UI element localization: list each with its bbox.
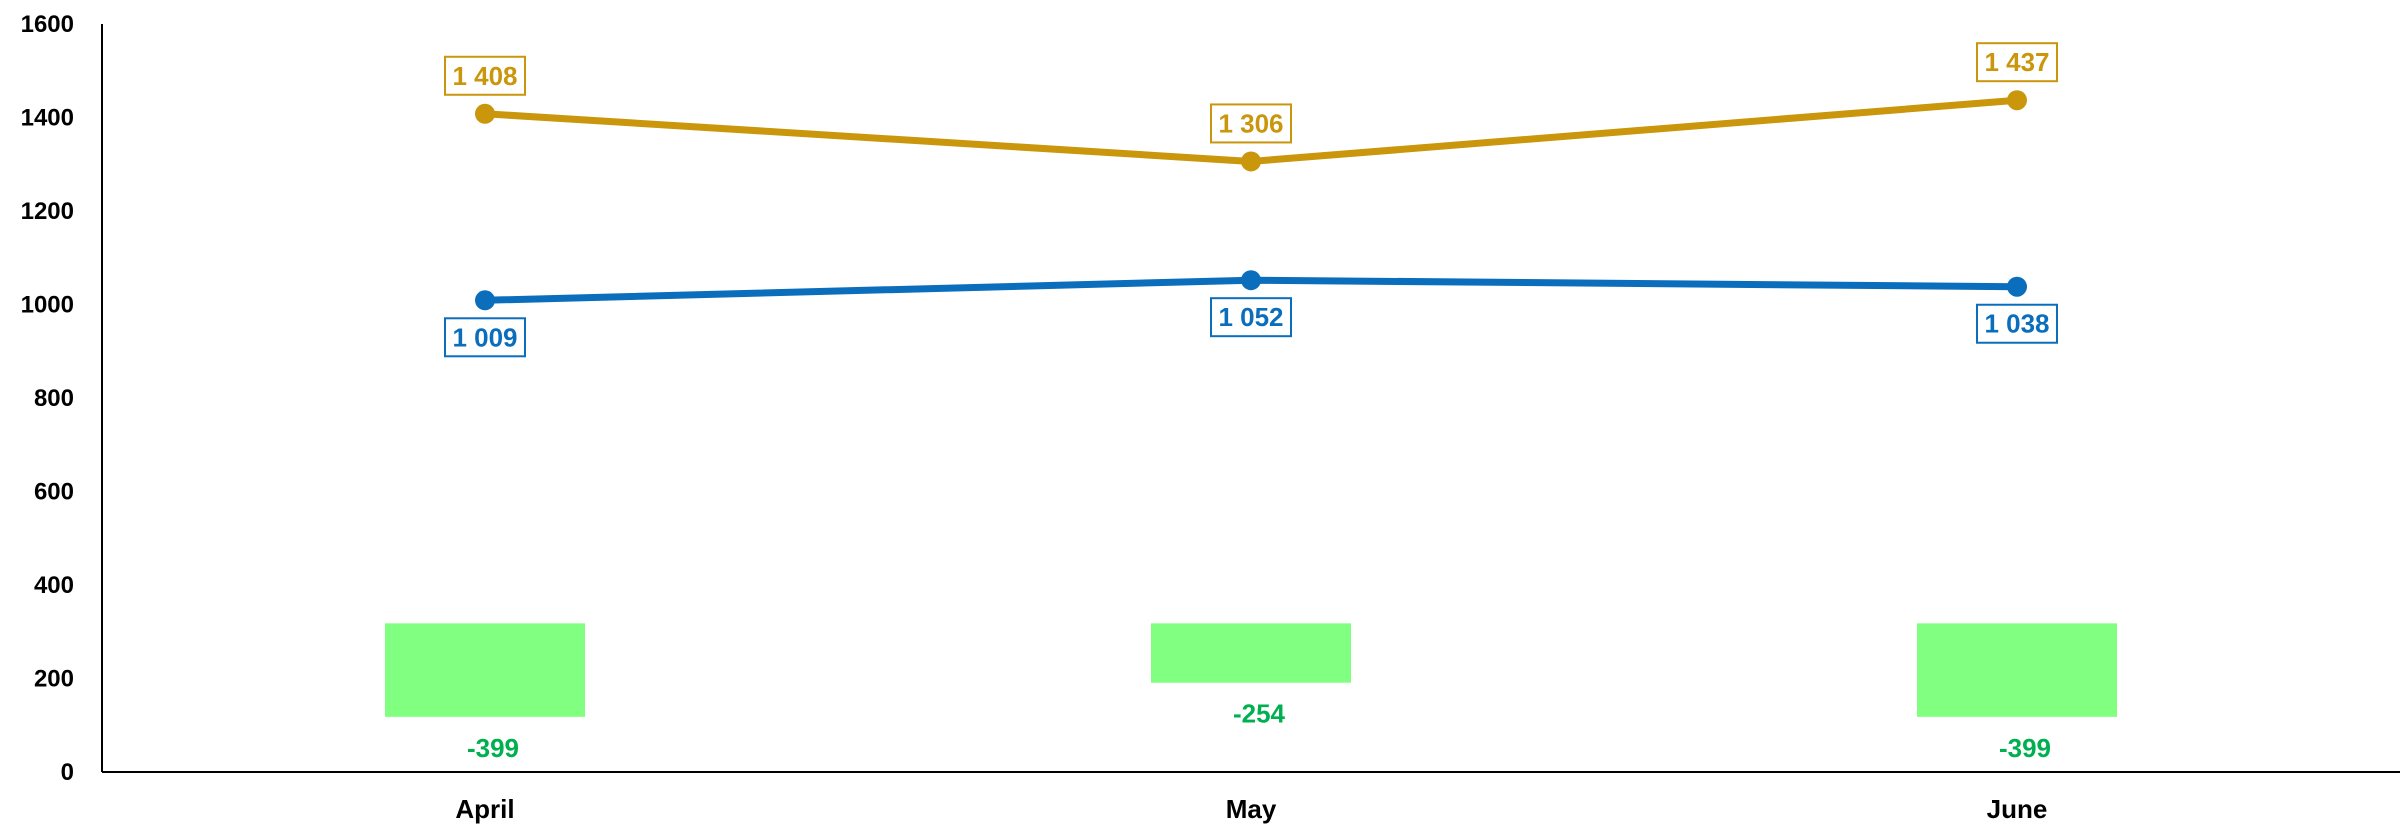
series-point	[475, 103, 495, 124]
data-label: 1 009	[452, 322, 517, 352]
y-tick-label: 0	[61, 759, 74, 786]
x-category-labels: April May June	[455, 794, 2047, 824]
series-point	[1241, 270, 1261, 291]
data-label-box	[1210, 297, 1292, 338]
data-label-box	[1210, 103, 1292, 144]
x-category-label: June	[1987, 794, 2048, 824]
data-label: 1 052	[1218, 302, 1283, 332]
data-label: 1 038	[1984, 309, 2049, 339]
data-label-box	[444, 55, 526, 96]
series-lines	[475, 90, 2027, 311]
series-point	[1241, 151, 1261, 172]
axes	[101, 24, 2400, 773]
data-label: 1 306	[1218, 108, 1283, 138]
data-label: 1 437	[1984, 47, 2049, 77]
data-label-box	[1976, 303, 2058, 344]
data-labels: -399 -254 -399 1 408 1 306 1 437 1 009 1 052 1 0…	[444, 42, 2058, 763]
y-tick-label: 200	[34, 666, 74, 693]
y-tick-label: 600	[34, 479, 74, 506]
series-point	[475, 290, 495, 311]
series-point	[2007, 90, 2027, 111]
difference-bar	[385, 623, 585, 717]
y-tick-labels: 0 200 400 600 800 1000 1200 1400 1600	[21, 11, 74, 786]
difference-bars	[385, 623, 2117, 717]
data-label: 1 408	[452, 61, 517, 91]
y-tick-label: 400	[34, 572, 74, 599]
difference-label: -399	[467, 733, 519, 763]
x-category-label: April	[455, 794, 514, 824]
data-label-box	[444, 317, 526, 358]
difference-label: -399	[1999, 733, 2051, 763]
y-tick-label: 1600	[21, 11, 74, 38]
data-label-box	[1976, 42, 2058, 83]
series-point	[2007, 276, 2027, 297]
x-category-label: May	[1226, 794, 1277, 824]
difference-bar	[1151, 623, 1351, 683]
difference-label: -254	[1233, 699, 1286, 729]
y-tick-label: 800	[34, 385, 74, 412]
y-tick-label: 1000	[21, 292, 74, 319]
y-tick-label: 1400	[21, 105, 74, 132]
y-tick-label: 1200	[21, 198, 74, 225]
difference-bar	[1917, 623, 2117, 717]
